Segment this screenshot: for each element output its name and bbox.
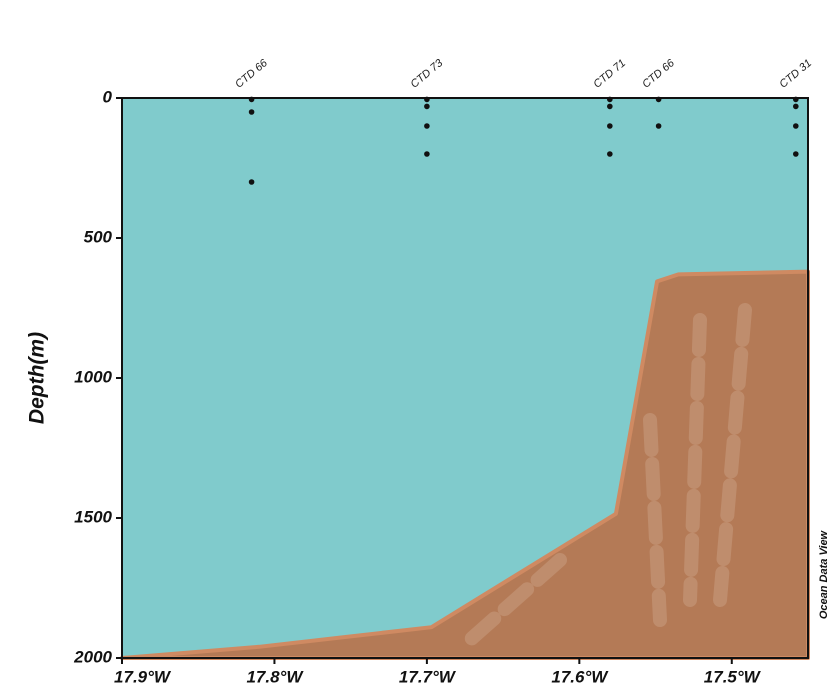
x-tick-label: 17.9°W (114, 667, 172, 686)
sample-point (793, 97, 799, 103)
station-label: CTD 71 (591, 57, 628, 91)
y-axis-label: Depth(m) (26, 332, 49, 424)
x-tick-label: 17.7°W (399, 667, 457, 686)
sample-point (424, 97, 430, 103)
sample-point (793, 104, 799, 110)
sample-point (793, 123, 799, 129)
sample-point (607, 104, 613, 110)
sample-point (656, 123, 662, 129)
station-label: CTD 66 (640, 57, 677, 91)
sample-point (424, 123, 430, 129)
x-tick-label: 17.8°W (246, 667, 304, 686)
watermark: Ocean Data View (818, 529, 830, 619)
sample-point (424, 151, 430, 157)
station-label: CTD 66 (233, 57, 270, 91)
sample-point (607, 151, 613, 157)
sample-point (249, 179, 255, 185)
x-tick-label: 17.5°W (704, 667, 762, 686)
y-tick-label: 500 (84, 227, 113, 246)
station-label: CTD 31 (777, 57, 814, 91)
station-label: CTD 73 (408, 57, 445, 91)
y-tick-label: 2000 (73, 647, 112, 666)
sample-point (424, 104, 430, 110)
sample-point (656, 97, 662, 103)
sample-point (607, 97, 613, 103)
sample-point (793, 151, 799, 157)
y-tick-label: 0 (103, 87, 113, 106)
y-tick-label: 1500 (74, 507, 112, 526)
x-tick-label: 17.6°W (551, 667, 609, 686)
sample-point (249, 97, 255, 103)
sample-point (249, 109, 255, 115)
sample-point (607, 123, 613, 129)
chart: Depth(m) Ocean Data View 0 500 1000 1500 200… (0, 0, 834, 690)
y-tick-label: 1000 (74, 367, 112, 386)
